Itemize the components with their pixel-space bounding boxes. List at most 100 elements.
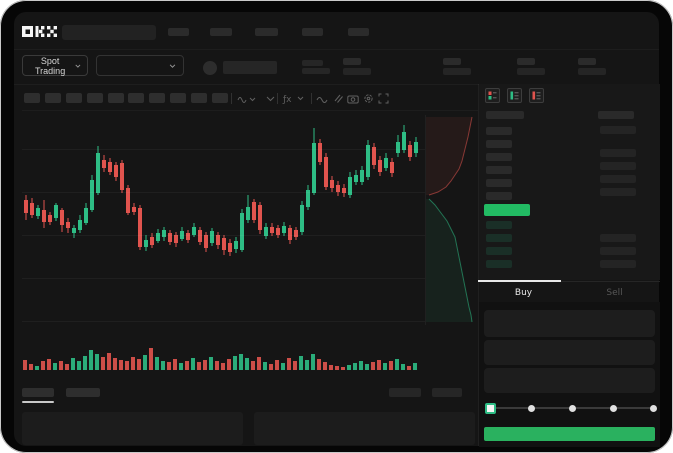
- bid-price-block[interactable]: [486, 234, 512, 242]
- ask-amount-block[interactable]: [600, 149, 636, 157]
- subheader-divider: [14, 84, 659, 85]
- bottom-tab[interactable]: [66, 388, 100, 397]
- timeframe-button[interactable]: [128, 93, 144, 103]
- stat-label: [578, 58, 596, 65]
- order-form-field[interactable]: [484, 310, 655, 337]
- bid-amount-block[interactable]: [600, 260, 636, 268]
- orderbook-header-block: [486, 111, 524, 119]
- bid-price-block[interactable]: [486, 247, 512, 255]
- timeframe-button[interactable]: [149, 93, 165, 103]
- slider-handle[interactable]: [485, 403, 496, 414]
- pair-meta-block: [223, 61, 277, 74]
- slider-dot[interactable]: [610, 405, 617, 412]
- pair-selector-dropdown[interactable]: [96, 55, 184, 76]
- ask-price-block[interactable]: [486, 153, 512, 161]
- active-tab-underline: [22, 401, 54, 403]
- timeframe-button[interactable]: [108, 93, 124, 103]
- tabs-divider: [479, 281, 660, 282]
- ask-price-block[interactable]: [486, 140, 512, 148]
- indicators-icon[interactable]: [236, 92, 258, 105]
- bottom-panel: [22, 412, 243, 445]
- tab-sell[interactable]: Sell: [606, 288, 623, 298]
- topnav-item[interactable]: [210, 28, 232, 36]
- bid-price-block[interactable]: [486, 260, 512, 268]
- ask-amount-block[interactable]: [600, 126, 636, 134]
- timeframe-button[interactable]: [45, 93, 61, 103]
- chart-gridline: [22, 149, 425, 150]
- candlestick-chart: [24, 125, 418, 256]
- chart-depth-divider: [425, 115, 426, 325]
- bottom-meta-block: [432, 388, 462, 397]
- buy-tab-indicator: [478, 280, 561, 282]
- bottom-panel: [254, 412, 475, 445]
- stat-value: [578, 68, 606, 75]
- ask-price-block[interactable]: [486, 192, 512, 200]
- timeframe-button[interactable]: [191, 93, 207, 103]
- ask-amount-block[interactable]: [600, 188, 636, 196]
- fx-functions-icon[interactable]: ƒx: [281, 92, 307, 105]
- chevron-down-icon[interactable]: [263, 92, 277, 105]
- topnav-item[interactable]: [302, 28, 323, 36]
- timeframe-button[interactable]: [170, 93, 186, 103]
- mid-price-badge[interactable]: [484, 204, 530, 216]
- chart-gridline: [22, 321, 425, 322]
- pair-meta-block: [302, 60, 323, 66]
- chevron-down-icon: [75, 64, 81, 68]
- stat-label: [343, 58, 361, 65]
- coin-avatar: [203, 61, 217, 75]
- svg-text:ƒx: ƒx: [282, 95, 292, 104]
- ask-price-block[interactable]: [486, 127, 512, 135]
- orderbook-header-block: [598, 111, 634, 119]
- settings-icon[interactable]: [361, 92, 375, 105]
- stat-value: [517, 68, 545, 75]
- line-tool-icon[interactable]: [315, 92, 329, 105]
- pair-meta-block: [302, 68, 330, 74]
- market-selector-dropdown[interactable]: Spot Trading: [22, 55, 88, 76]
- topnav-item[interactable]: [168, 28, 189, 36]
- topnav-item[interactable]: [348, 28, 369, 36]
- order-form-field[interactable]: [484, 368, 655, 393]
- bid-price-block[interactable]: [486, 221, 512, 229]
- toolbar-bottom-divider: [22, 110, 478, 111]
- order-form-field[interactable]: [484, 340, 655, 365]
- buy-button[interactable]: [484, 427, 655, 441]
- slider-dot[interactable]: [569, 405, 576, 412]
- bid-amount-block[interactable]: [600, 234, 636, 242]
- volume-chart: [23, 348, 417, 370]
- book-asks-icon[interactable]: [529, 88, 544, 103]
- ask-amount-block[interactable]: [600, 175, 636, 183]
- bid-amount-block[interactable]: [600, 247, 636, 255]
- okx-logo[interactable]: [22, 25, 58, 39]
- ask-amount-block[interactable]: [600, 162, 636, 170]
- topnav-item[interactable]: [255, 28, 278, 36]
- timeframe-button[interactable]: [87, 93, 103, 103]
- camera-icon[interactable]: [346, 92, 360, 105]
- bottom-tab[interactable]: [22, 388, 54, 397]
- market-selector-label: Spot Trading: [35, 55, 66, 76]
- slider-dot[interactable]: [650, 405, 657, 412]
- chevron-down-icon: [169, 63, 176, 68]
- depth-chart: [426, 116, 473, 323]
- timeframe-button[interactable]: [24, 93, 40, 103]
- tab-buy[interactable]: Buy: [514, 288, 533, 298]
- timeframe-button[interactable]: [212, 93, 228, 103]
- search-input[interactable]: [62, 25, 156, 40]
- timeframe-button[interactable]: [66, 93, 82, 103]
- panel-divider: [478, 84, 479, 446]
- compare-icon[interactable]: [331, 92, 345, 105]
- book-combined-icon[interactable]: [485, 88, 500, 103]
- stat-value: [343, 68, 371, 75]
- ask-price-block[interactable]: [486, 166, 512, 174]
- book-bids-icon[interactable]: [507, 88, 522, 103]
- header-divider: [14, 49, 659, 50]
- slider-dot[interactable]: [528, 405, 535, 412]
- fullscreen-icon[interactable]: [376, 92, 390, 105]
- ask-price-block[interactable]: [486, 179, 512, 187]
- chart-gridline: [22, 192, 425, 193]
- toolbar-divider: [311, 93, 312, 104]
- bottom-meta-block: [389, 388, 421, 397]
- stat-label: [517, 58, 535, 65]
- chart-gridline: [22, 278, 425, 279]
- toolbar-divider: [231, 93, 232, 104]
